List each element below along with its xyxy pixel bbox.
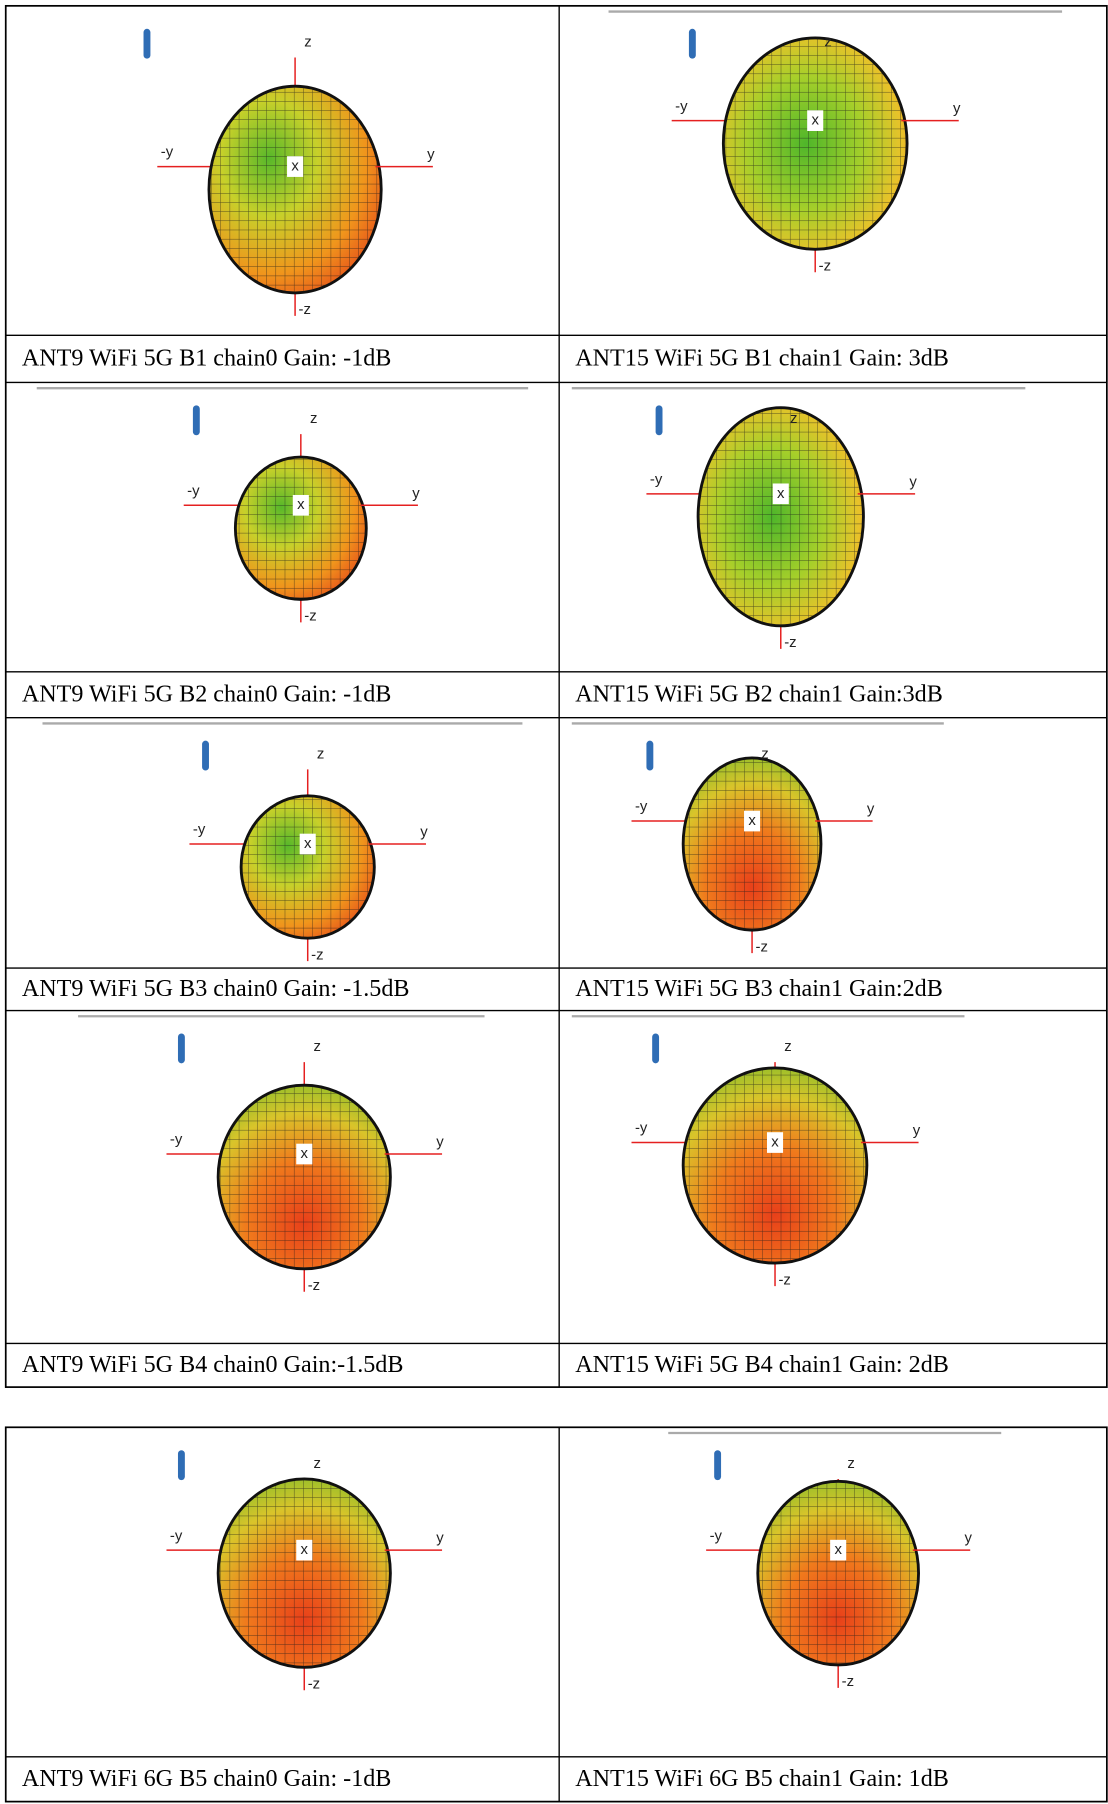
pattern-mesh (698, 408, 863, 626)
axis-label: x (297, 496, 305, 513)
axis-label: z (790, 410, 797, 427)
axis-label: y (436, 1133, 444, 1150)
axis-label: y (909, 473, 917, 490)
pattern-mesh (209, 86, 381, 293)
document: z -y y x -z z -y y x -z ANT9 WiFi 5G B1 chain0 Gai… (0, 0, 1108, 1804)
axis-label: y (964, 1530, 972, 1547)
axis-label: -z (784, 634, 796, 651)
axis-label: x (301, 1145, 309, 1162)
axis-label: z (313, 1455, 320, 1472)
pattern-mesh (683, 1068, 867, 1263)
table: z -y y x -z z -y y x -z ANT9 WiFi 5G B1 chain0 Gai… (6, 6, 1107, 1387)
axis-label: x (301, 1541, 309, 1558)
axis-label: x (811, 112, 819, 129)
axis-label: -z (308, 1675, 320, 1692)
axis-label: -y (710, 1527, 723, 1544)
cell-caption: ANT9 WiFi 5G B3 chain0 Gain: -1.5dB (22, 976, 410, 1002)
cell-caption: ANT15 WiFi 5G B4 chain1 Gain: 2dB (575, 1352, 949, 1378)
pattern-mesh (218, 1479, 390, 1667)
cell-caption: ANT15 WiFi 5G B1 chain1 Gain: 3dB (575, 346, 949, 372)
axis-label: -y (170, 1131, 183, 1148)
pattern-mesh (241, 796, 374, 938)
antenna-icon (714, 1450, 721, 1480)
axis-label: -z (304, 608, 316, 625)
antenna-icon (646, 741, 653, 771)
axis-label: z (847, 1455, 854, 1472)
axis-label: z (317, 745, 324, 762)
axis-label: -y (187, 482, 200, 499)
axis-label: -z (819, 257, 831, 274)
axis-label: y (412, 485, 420, 502)
axis-label: z (310, 410, 317, 427)
axis-label: -y (161, 144, 174, 161)
antenna-icon (144, 29, 151, 59)
axis-label: -z (756, 938, 768, 955)
pattern-mesh (723, 38, 907, 249)
axis-label: -y (635, 1120, 648, 1137)
antenna-icon (656, 405, 663, 435)
axis-label: y (867, 801, 875, 818)
axis-label: z (304, 34, 311, 51)
antenna-icon (689, 29, 696, 59)
axis-label: x (771, 1133, 779, 1150)
axis-label: -y (193, 821, 206, 838)
cell-caption: ANT9 WiFi 5G B2 chain0 Gain: -1dB (22, 681, 392, 707)
axis-label: -z (778, 1271, 790, 1288)
axis-label: x (777, 485, 785, 502)
table: z -y y x -z z -y y x -z ANT9 WiFi 6G B5 chain0 Gai… (6, 1427, 1107, 1801)
axis-label: -y (170, 1527, 183, 1544)
axis-label: -z (842, 1673, 854, 1690)
antenna-icon (178, 1450, 185, 1480)
axis-label: -y (650, 471, 663, 488)
axis-label: x (304, 835, 312, 852)
page: {"tables": [ {"rows": [ ["ANT9 WiFi 5G B… (0, 0, 1108, 1804)
axis-label: z (313, 1038, 320, 1055)
pattern-mesh (758, 1481, 919, 1665)
cell-caption: ANT15 WiFi 5G B3 chain1 Gain:2dB (575, 976, 943, 1002)
pattern-mesh (218, 1085, 390, 1269)
axis-label: y (436, 1530, 444, 1547)
antenna-icon (178, 1033, 185, 1063)
axis-label: z (824, 34, 831, 51)
axis-label: -y (635, 798, 648, 815)
axis-label: z (784, 1038, 791, 1055)
pattern-mesh (683, 758, 821, 930)
axis-label: -z (308, 1277, 320, 1294)
axis-label: -y (675, 98, 688, 115)
cell-caption: ANT15 WiFi 5G B2 chain1 Gain:3dB (575, 681, 943, 707)
axis-label: y (913, 1122, 921, 1139)
axis-label: -z (299, 301, 311, 318)
axis-label: x (834, 1541, 842, 1558)
axis-label: x (748, 812, 756, 829)
antenna-icon (202, 741, 209, 771)
antenna-icon (652, 1033, 659, 1063)
pattern-mesh (235, 457, 366, 599)
axis-label: y (427, 146, 435, 163)
cell-caption: ANT15 WiFi 6G B5 chain1 Gain: 1dB (575, 1766, 949, 1792)
axis-label: y (420, 823, 428, 840)
cell-caption: ANT9 WiFi 5G B4 chain0 Gain:-1.5dB (22, 1352, 404, 1378)
antenna-icon (193, 405, 200, 435)
axis-label: -z (311, 946, 323, 963)
table-border (6, 1427, 1107, 1801)
axis-label: y (953, 100, 961, 117)
axis-label: z (761, 745, 768, 762)
cell-caption: ANT9 WiFi 6G B5 chain0 Gain: -1dB (22, 1766, 392, 1792)
axis-label: x (291, 158, 299, 175)
cell-caption: ANT9 WiFi 5G B1 chain0 Gain: -1dB (22, 346, 392, 372)
